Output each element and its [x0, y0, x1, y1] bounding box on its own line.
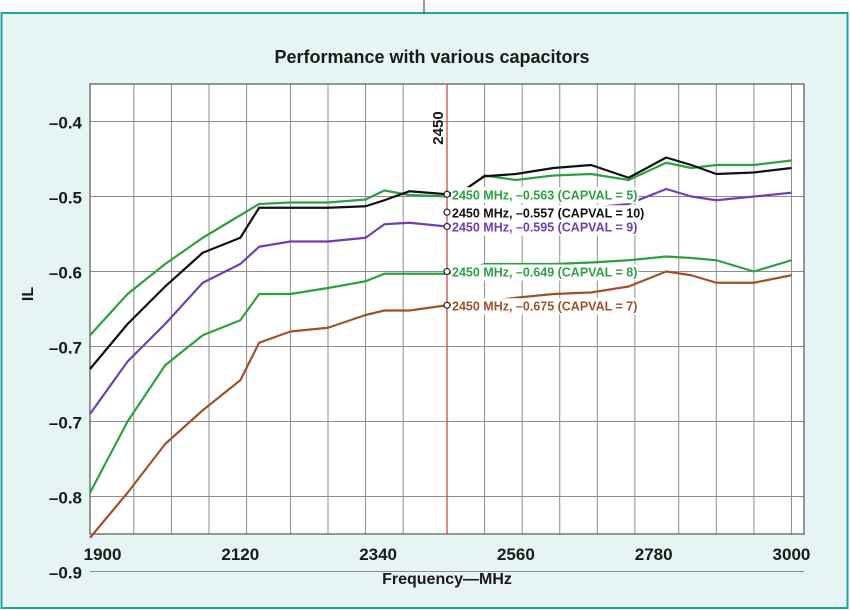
chart-title: Performance with various capacitors — [274, 47, 589, 67]
annotations: 2450 MHz, –0.563 (CAPVAL = 5) 2450 MHz, –… — [443, 187, 646, 315]
y-axis-label: IL — [20, 287, 37, 301]
x-axis-label: Frequency—MHz — [382, 571, 512, 588]
y-tick-label: –0.9 — [49, 564, 82, 583]
x-tick-label: 2780 — [635, 545, 673, 564]
y-tick-label: –0.5 — [49, 189, 82, 208]
y-tick-label: –0.6 — [49, 264, 82, 283]
annotation-marker — [443, 222, 451, 231]
x-tick-label: 3000 — [773, 545, 811, 564]
y-tick-label: –0.7 — [49, 339, 82, 358]
annotation-marker — [443, 267, 451, 276]
y-tick-label: –0.8 — [49, 489, 82, 508]
annotation-label: 2450 MHz, –0.649 (CAPVAL = 8) — [452, 266, 637, 280]
annotation-marker — [443, 301, 451, 309]
annotation-bg — [451, 264, 639, 281]
marker-label: 2450 — [430, 111, 447, 144]
x-tick-label: 1900 — [84, 545, 122, 564]
y-tick-label: –0.4 — [49, 114, 83, 133]
annotation-marker — [443, 208, 451, 216]
axis-ticks: 1900 2120 2340 2560 2780 3000 –0.4 –0.5 –0.6 –0.7… — [49, 114, 810, 583]
annotation-bg — [451, 298, 639, 315]
annotation-bg — [451, 205, 646, 222]
annotation-label: 2450 MHz, –0.563 (CAPVAL = 5) — [452, 188, 637, 202]
annotation-marker — [443, 190, 451, 198]
annotation-label: 2450 MHz, –0.557 (CAPVAL = 10) — [452, 206, 644, 220]
annotation-bg — [451, 219, 639, 236]
x-tick-label: 2560 — [497, 545, 535, 564]
y-tick-label: –0.7 — [49, 414, 82, 433]
x-tick-label: 2120 — [221, 545, 259, 564]
x-tick-label: 2340 — [359, 545, 397, 564]
annotation-label: 2450 MHz, –0.595 (CAPVAL = 9) — [452, 221, 637, 235]
annotation-label: 2450 MHz, –0.675 (CAPVAL = 7) — [452, 299, 637, 313]
annotation-bg — [451, 187, 639, 204]
